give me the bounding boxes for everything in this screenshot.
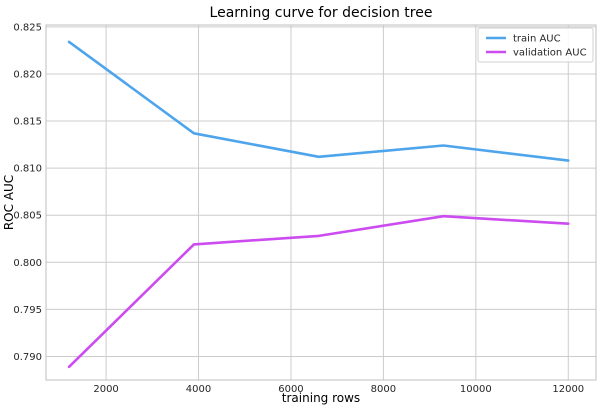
x-tick-label: 8000 (371, 384, 396, 395)
legend: train AUC validation AUC (477, 27, 594, 63)
series-line-train (67, 40, 570, 162)
x-tick-label: 2000 (93, 384, 118, 395)
series-layer (67, 40, 570, 369)
y-axis-ticks: 0.790 0.795 0.800 0.805 0.810 0.815 0.820 0.825 (13, 22, 42, 363)
legend-label: train AUC (513, 34, 561, 45)
y-tick-label: 0.795 (13, 305, 42, 316)
x-tick-label: 12000 (552, 384, 584, 395)
x-tick-label: 6000 (278, 384, 303, 395)
grid (46, 25, 596, 380)
y-axis-label: ROC AUC (2, 175, 16, 230)
plot-frame (45, 24, 597, 381)
y-tick-label: 0.805 (13, 211, 42, 222)
legend-label: validation AUC (513, 48, 587, 59)
x-axis-ticks: 2000 4000 6000 8000 10000 12000 (93, 384, 584, 395)
y-tick-label: 0.820 (13, 69, 42, 80)
y-tick-label: 0.810 (13, 164, 42, 175)
x-axis-label: training rows (282, 391, 360, 405)
x-tick-label: 4000 (186, 384, 211, 395)
series-line-validation (67, 214, 570, 369)
chart-title: Learning curve for decision tree (210, 5, 433, 21)
y-tick-label: 0.815 (13, 117, 42, 128)
y-tick-label: 0.825 (13, 22, 42, 33)
x-tick-label: 10000 (460, 384, 492, 395)
y-tick-label: 0.790 (13, 352, 42, 363)
y-tick-label: 0.800 (13, 258, 42, 269)
legend-box (477, 27, 594, 63)
